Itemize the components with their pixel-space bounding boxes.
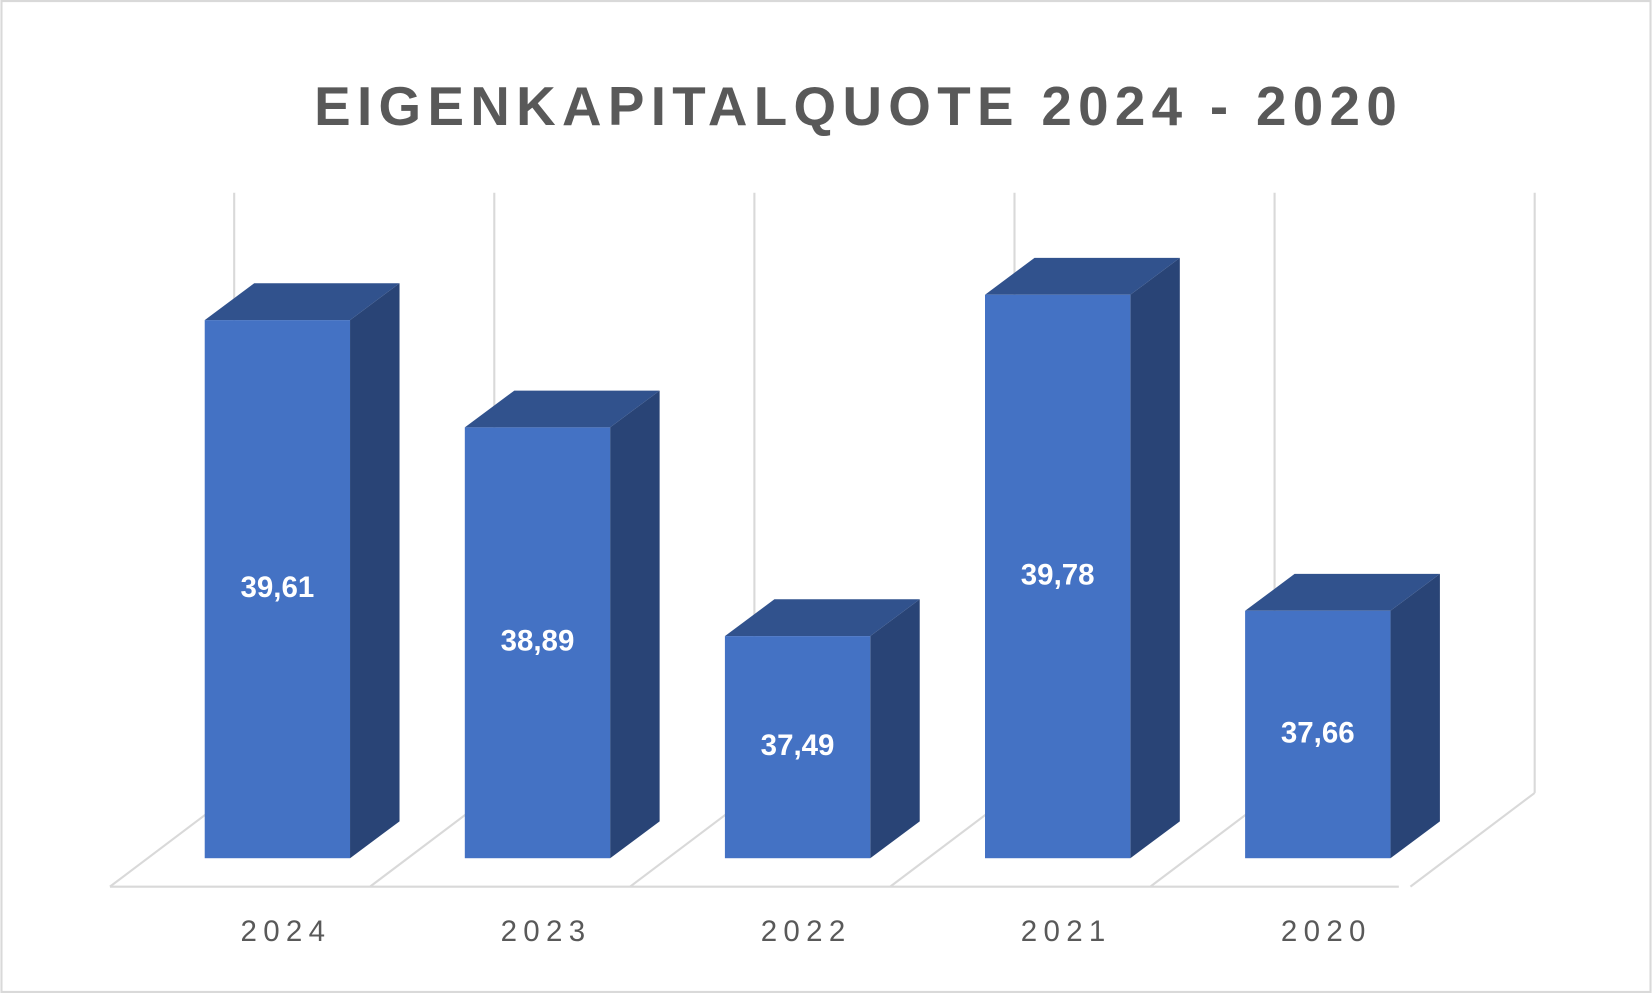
bar [724,636,871,859]
bar-side [610,390,660,859]
bar [464,427,611,859]
bar-side [350,283,400,859]
x-tick-label: 2024 [241,915,332,948]
value-label: 38,89 [501,625,575,658]
bar [985,294,1131,859]
bar [1245,610,1391,859]
bar-side [1130,257,1180,859]
x-tick-label: 2023 [501,915,592,948]
x-tick-label: 2021 [1021,915,1112,948]
value-label: 39,78 [1021,558,1095,591]
bar-top [985,257,1180,295]
bar-side [1390,573,1440,859]
x-tick-label: 2020 [1281,915,1372,948]
bar-top [204,283,400,321]
bar-top [464,390,660,428]
bar-side [870,599,920,859]
value-label: 39,61 [241,571,315,604]
floor-line [1409,792,1536,888]
x-tick-label: 2022 [761,915,852,948]
chart-title: EIGENKAPITALQUOTE 2024 - 2020 [314,75,1403,137]
value-label: 37,49 [761,729,835,762]
bar-top [724,599,920,637]
bar [204,320,351,859]
value-label: 37,66 [1281,716,1355,749]
bar-top [1245,573,1440,611]
